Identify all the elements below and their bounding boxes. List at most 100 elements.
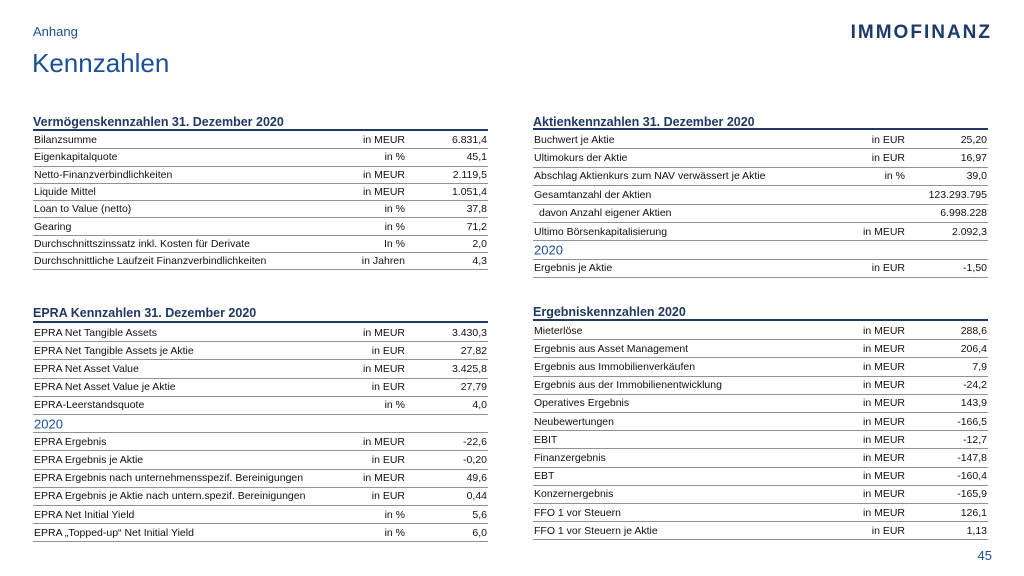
table-row: 2020: [533, 241, 988, 260]
row-label: EPRA „Topped-up“ Net Initial Yield: [34, 526, 194, 539]
table-row: Ergebnis aus Immobilienverkäufen in MEUR 7…: [533, 358, 988, 377]
table-row: Ergebnis aus der Immobilienentwicklung in…: [533, 377, 988, 395]
row-unit: in %: [384, 151, 405, 164]
table-row: Gesamtanzahl der Aktien 123.293.795: [533, 186, 988, 205]
row-label: davon Anzahl eigener Aktien: [539, 207, 672, 220]
row-label: Durchschnittszinssatz inkl. Kosten für D…: [34, 237, 250, 250]
table-row: Netto-Finanzverbindlichkeiten in MEUR 2.11…: [33, 167, 488, 184]
row-label: EPRA Ergebnis nach unternehmensspezif. B…: [34, 472, 304, 485]
table-row: Ultimokurs der Aktie in EUR 16,97: [533, 149, 988, 168]
row-label: Gearing: [34, 220, 72, 233]
table-row: Mieterlöse in MEUR 288,6: [533, 322, 988, 341]
table-row: EPRA Ergebnis in MEUR -22,6: [33, 433, 488, 452]
table-rule: [33, 321, 488, 323]
row-label: Mieterlöse: [534, 324, 583, 337]
row-value: 1.051,4: [451, 186, 487, 199]
table-row: EPRA Ergebnis je Aktie nach untern.spezi…: [33, 488, 488, 506]
row-value: 0,44: [466, 490, 487, 503]
row-label: Ergebnis aus der Immobilienentwicklung: [534, 379, 722, 392]
row-unit: in EUR: [371, 490, 405, 503]
row-unit: in MEUR: [862, 225, 905, 238]
row-unit: in EUR: [371, 381, 405, 394]
table-row: Ergebnis je Aktie in EUR -1,50: [533, 260, 988, 279]
row-unit: in MEUR: [862, 488, 905, 501]
row-value: 3.425,8: [451, 362, 487, 375]
row-heading: 2020: [534, 242, 563, 258]
page-number: 45: [977, 548, 992, 563]
row-value: 45,1: [466, 151, 487, 164]
row-value: -165,9: [957, 488, 987, 501]
row-value: -166,5: [957, 415, 987, 428]
table-title: Vermögenskennzahlen 31. Dezember 2020: [33, 115, 284, 129]
row-unit: In %: [383, 237, 405, 250]
table-title: Ergebniskennzahlen 2020: [533, 305, 686, 319]
row-label: Ergebnis aus Immobilienverkäufen: [534, 360, 696, 373]
row-label: EPRA-Leerstandsquote: [34, 399, 145, 412]
table-row: EPRA Net Initial Yield in % 5,6: [33, 506, 488, 525]
row-label: Ultimokurs der Aktie: [534, 152, 628, 165]
table-rule: [33, 129, 488, 131]
row-label: Bilanzsumme: [34, 134, 98, 147]
row-value: 39,0: [966, 170, 987, 183]
row-unit: in EUR: [371, 344, 405, 357]
row-unit: in MEUR: [362, 472, 405, 485]
row-unit: in MEUR: [862, 415, 905, 428]
row-value: 5,6: [472, 508, 487, 521]
row-value: 49,6: [466, 472, 487, 485]
table-row: FFO 1 vor Steuern je Aktie in EUR 1,13: [533, 522, 988, 541]
row-heading: 2020: [34, 416, 63, 432]
row-label: EPRA Net Tangible Assets: [34, 326, 157, 339]
table-row: EPRA Net Asset Value je Aktie in EUR 27,79: [33, 379, 488, 397]
row-label: Ergebnis je Aktie: [534, 262, 613, 275]
row-label: Abschlag Aktienkurs zum NAV verwässert j…: [534, 170, 766, 183]
row-value: 6.998.228: [940, 207, 987, 220]
row-label: Gesamtanzahl der Aktien: [534, 188, 652, 201]
table-row: davon Anzahl eigener Aktien 6.998.228: [533, 205, 988, 223]
row-label: FFO 1 vor Steuern je Aktie: [534, 524, 658, 537]
table-row: Neubewertungen in MEUR -166,5: [533, 413, 988, 432]
table-row: EPRA Net Asset Value in MEUR 3.425,8: [33, 360, 488, 379]
row-label: EBT: [534, 470, 555, 483]
section-label: Anhang: [33, 24, 78, 39]
row-unit: in MEUR: [862, 451, 905, 464]
row-label: Buchwert je Aktie: [534, 133, 615, 146]
row-label: EPRA Ergebnis je Aktie nach untern.spezi…: [34, 490, 306, 503]
row-unit: in MEUR: [362, 134, 405, 147]
table-row: EBIT in MEUR -12,7: [533, 431, 988, 450]
row-unit: in %: [384, 508, 405, 521]
row-value: 288,6: [960, 324, 987, 337]
row-unit: in MEUR: [362, 186, 405, 199]
row-value: 6.831,4: [451, 134, 487, 147]
row-value: -1,50: [963, 262, 987, 275]
table-row: Liquide Mittel in MEUR 1.051,4: [33, 184, 488, 202]
row-unit: in MEUR: [362, 435, 405, 448]
table-row: Bilanzsumme in MEUR 6.831,4: [33, 132, 488, 150]
row-label: EPRA Ergebnis je Aktie: [34, 453, 144, 466]
row-value: 25,20: [960, 133, 987, 146]
row-value: 2.092,3: [951, 225, 987, 238]
row-unit: in MEUR: [862, 470, 905, 483]
table-row: FFO 1 vor Steuern in MEUR 126,1: [533, 504, 988, 523]
table-row: Ultimo Börsenkapitalisierung in MEUR 2.092…: [533, 223, 988, 242]
row-label: EPRA Net Asset Value je Aktie: [34, 381, 176, 394]
table-row: EPRA „Topped-up“ Net Initial Yield in % 6,…: [33, 524, 488, 543]
table-row: Durchschnittliche Laufzeit Finanzverbind…: [33, 253, 488, 271]
row-label: Loan to Value (netto): [34, 203, 132, 216]
table-row: Konzernergebnis in MEUR -165,9: [533, 486, 988, 504]
row-unit: in %: [384, 203, 405, 216]
table-row: Durchschnittszinssatz inkl. Kosten für D…: [33, 236, 488, 254]
row-label: Eigenkapitalquote: [34, 151, 118, 164]
row-label: Durchschnittliche Laufzeit Finanzverbind…: [34, 255, 267, 268]
row-value: -22,6: [463, 435, 487, 448]
row-value: 123.293.795: [928, 188, 987, 201]
row-unit: in EUR: [871, 152, 905, 165]
row-unit: in MEUR: [862, 342, 905, 355]
row-value: 1,13: [966, 524, 987, 537]
row-label: Neubewertungen: [534, 415, 614, 428]
row-unit: in MEUR: [862, 379, 905, 392]
row-unit: in MEUR: [862, 360, 905, 373]
row-unit: in EUR: [871, 524, 905, 537]
row-unit: in %: [384, 526, 405, 539]
row-value: 6,0: [472, 526, 487, 539]
row-value: 2,0: [472, 237, 487, 250]
